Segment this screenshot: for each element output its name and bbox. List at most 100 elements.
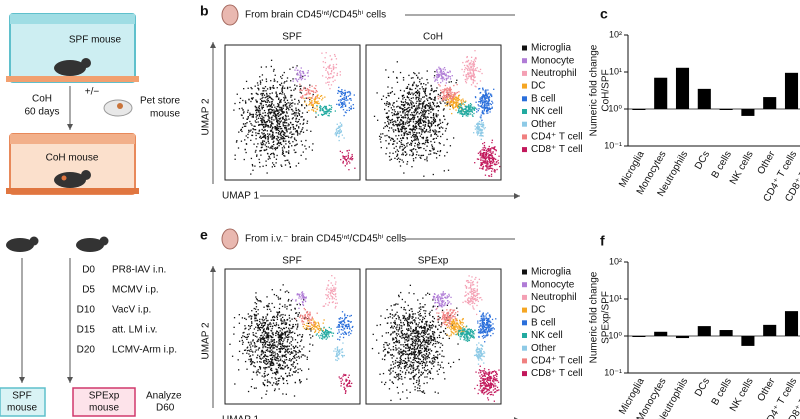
umap-dot <box>299 304 301 306</box>
umap-dot <box>304 89 307 91</box>
umap-dot <box>334 277 336 279</box>
umap-dot <box>385 104 387 106</box>
umap-dot <box>275 132 277 134</box>
umap-dot <box>456 83 458 86</box>
umap-dot <box>313 91 315 93</box>
umap-dot <box>323 326 325 329</box>
umap-dot <box>437 150 439 152</box>
umap-dot <box>447 101 450 103</box>
umap-dot <box>291 118 294 120</box>
umap-dot <box>282 313 284 316</box>
umap-dot <box>485 157 488 159</box>
umap-dot <box>255 107 257 109</box>
umap-dot <box>486 93 488 96</box>
umap-dot <box>443 98 445 100</box>
umap-dot <box>446 87 448 89</box>
umap-dot <box>322 113 324 116</box>
umap-dot <box>437 373 439 375</box>
umap-dot <box>271 327 273 330</box>
umap-dot <box>297 314 299 316</box>
umap-dot <box>269 120 271 122</box>
umap-dot <box>266 306 269 308</box>
umap-dot <box>281 334 283 336</box>
umap-dot <box>484 101 487 103</box>
umap-dot <box>402 136 404 139</box>
umap-dot <box>270 358 273 360</box>
umap-dot <box>433 75 436 77</box>
umap-dot <box>259 368 262 370</box>
umap-dot <box>482 168 484 170</box>
umap-dot <box>258 365 261 368</box>
umap-dot <box>487 100 489 102</box>
umap-dot <box>241 343 244 345</box>
umap-dot <box>276 135 278 138</box>
umap-dot <box>277 354 279 356</box>
umap-dot <box>389 104 391 106</box>
umap-dot <box>248 316 250 318</box>
umap-dot <box>402 383 404 385</box>
umap-dot <box>281 110 284 113</box>
umap-dot <box>318 97 320 99</box>
umap-dot <box>387 116 390 118</box>
umap-dot <box>282 342 284 345</box>
umap-dot <box>336 72 339 75</box>
umap-dot <box>479 123 482 126</box>
umap-dot <box>419 88 421 90</box>
umap-dot <box>337 338 339 340</box>
umap-dot <box>262 144 264 146</box>
umap-dot <box>263 339 266 342</box>
umap-dot <box>280 368 282 370</box>
umap-dot <box>477 125 479 127</box>
umap-dot <box>281 356 283 358</box>
umap-dot <box>285 119 287 121</box>
umap-dot <box>350 314 352 317</box>
umap-dot <box>284 120 286 122</box>
umap-dot <box>435 131 437 133</box>
umap-dot <box>294 138 296 141</box>
umap-dot <box>406 145 408 147</box>
umap-dot <box>269 126 271 129</box>
umap-dot <box>437 114 439 116</box>
umap-dot <box>324 112 327 114</box>
umap-dot <box>481 156 483 158</box>
umap-dot <box>405 108 408 111</box>
umap-dot <box>268 101 271 103</box>
umap-dot <box>234 154 236 156</box>
umap-dot <box>278 363 281 365</box>
umap-dot <box>472 81 474 83</box>
umap-dot <box>423 353 425 356</box>
umap-dot <box>346 379 348 381</box>
umap-dot <box>280 164 282 166</box>
umap-dot <box>298 355 300 358</box>
umap-dot <box>251 98 254 100</box>
umap-dot <box>339 74 341 76</box>
umap-dot <box>303 307 305 310</box>
umap-dot <box>385 96 388 99</box>
umap-dot <box>406 96 409 99</box>
umap-dot <box>432 118 435 121</box>
umap-dot <box>479 167 481 169</box>
umap-dot <box>477 128 479 130</box>
umap-dot <box>277 383 280 385</box>
umap-dot <box>286 119 288 121</box>
umap-dot <box>266 152 269 155</box>
umap-dot <box>421 136 423 139</box>
umap-dot <box>479 92 481 94</box>
umap-dot <box>455 82 457 84</box>
umap-dot <box>400 141 402 144</box>
umap-dot <box>301 294 303 297</box>
umap-dot <box>259 124 261 126</box>
umap-dot <box>473 59 476 61</box>
umap-dot <box>263 337 265 340</box>
umap-dot <box>449 78 452 80</box>
umap-dot <box>396 119 399 122</box>
umap-dot <box>345 160 348 162</box>
umap-dot <box>314 97 317 99</box>
umap-dot <box>246 111 249 113</box>
umap-dot <box>255 387 257 389</box>
umap-dot <box>432 331 434 333</box>
umap-dot <box>496 163 498 165</box>
umap-dot <box>251 321 253 323</box>
umap-dot <box>424 340 426 343</box>
umap-dot <box>387 115 390 118</box>
